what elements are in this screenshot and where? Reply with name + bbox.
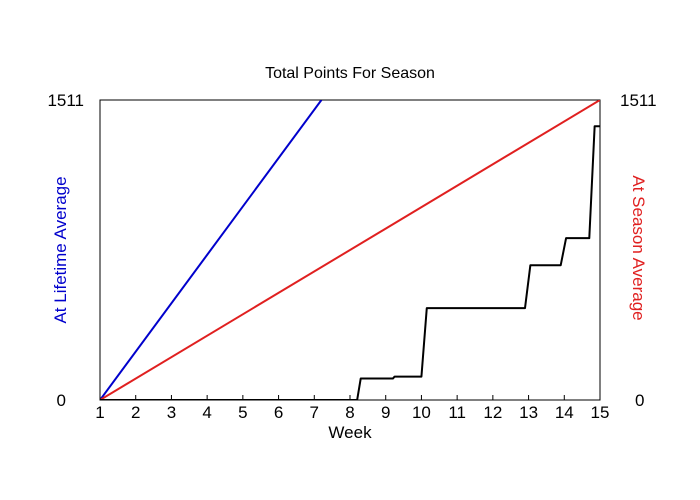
series-line-0 bbox=[100, 100, 323, 400]
x-tick-label-10: 10 bbox=[412, 403, 431, 422]
y-tick-left-max: 1511 bbox=[47, 91, 84, 110]
y-tick-right-max: 1511 bbox=[620, 91, 657, 110]
x-tick-label-1: 1 bbox=[95, 403, 104, 422]
x-tick-label-12: 12 bbox=[483, 403, 502, 422]
x-tick-label-11: 11 bbox=[448, 403, 466, 422]
x-tick-label-3: 3 bbox=[167, 403, 176, 422]
x-tick-label-13: 13 bbox=[519, 403, 538, 422]
chart-title: Total Points For Season bbox=[265, 65, 435, 82]
x-ticks-group: 1 2 3 4 5 6 7 8 9 10 11 12 13 14 15 bbox=[95, 395, 609, 422]
x-tick-label-2: 2 bbox=[131, 403, 140, 422]
x-tick-label-6: 6 bbox=[274, 403, 283, 422]
x-tick-label-5: 5 bbox=[238, 403, 247, 422]
y-axis-label-right: At Season Average bbox=[629, 175, 648, 320]
x-tick-label-14: 14 bbox=[555, 403, 574, 422]
x-tick-label-9: 9 bbox=[381, 403, 390, 422]
y-axis-label-left: At Lifetime Average bbox=[51, 176, 70, 323]
x-tick-label-15: 15 bbox=[591, 403, 610, 422]
y-tick-right-min: 0 bbox=[635, 391, 644, 410]
series-line-2 bbox=[100, 125, 600, 400]
y-tick-left-min: 0 bbox=[57, 391, 66, 410]
x-tick-label-4: 4 bbox=[202, 403, 211, 422]
series-group bbox=[100, 100, 600, 400]
x-tick-label-7: 7 bbox=[310, 403, 319, 422]
series-line-1 bbox=[100, 100, 600, 400]
x-tick-label-8: 8 bbox=[345, 403, 354, 422]
x-axis-label: Week bbox=[328, 423, 372, 442]
